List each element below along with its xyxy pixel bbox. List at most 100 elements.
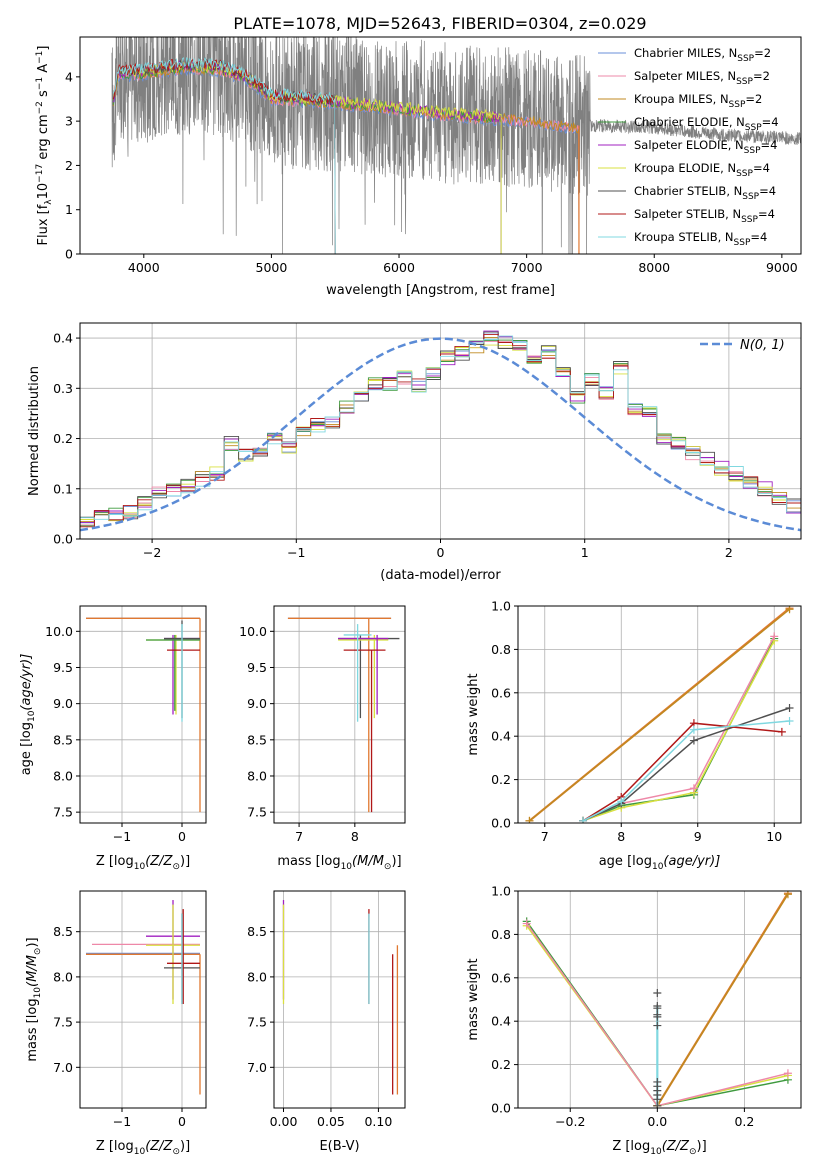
label-part: Salpeter STELIB, N <box>634 207 741 221</box>
label-part: ⊙ <box>172 1147 180 1157</box>
legend-entry: Chabrier MILES, NSSP=2 <box>634 46 771 64</box>
axes-frame <box>273 605 406 824</box>
y-tick-label: 7.0 <box>53 1060 73 1075</box>
label-part: =4 <box>750 230 767 244</box>
label-part: )] <box>391 854 401 869</box>
label-part: 10 <box>27 710 37 722</box>
x-axis-label: wavelength [Angstrom, rest frame] <box>326 283 555 298</box>
label-part: (Z/Z <box>145 1139 173 1154</box>
y-tick-label: 0.0 <box>491 1101 511 1116</box>
y-tick-label: 0 <box>65 247 73 262</box>
label-part: 10 <box>134 1147 146 1157</box>
histograms <box>80 330 801 532</box>
label-part: SSP <box>742 192 759 202</box>
label-part: SSP <box>736 169 753 179</box>
label-part: SSP <box>741 215 758 225</box>
y-tick-label: 8.5 <box>53 924 73 939</box>
x-tick-label: 7 <box>295 829 303 844</box>
y-tick-label: 0.3 <box>53 381 73 396</box>
y-tick-label: 10.0 <box>45 624 73 639</box>
label-part: =2 <box>754 46 771 60</box>
weight-series <box>582 707 790 822</box>
y-tick-label: 8.0 <box>247 969 267 984</box>
x-tick-label: 8 <box>617 829 625 844</box>
label-part: =2 <box>745 92 762 106</box>
label-part: ⊙ <box>172 862 180 872</box>
model-spectrum <box>112 56 336 254</box>
weight-series <box>582 640 775 822</box>
label-part: SSP <box>744 146 761 156</box>
label-part: =4 <box>753 161 770 175</box>
label-part: (age/yr)] <box>663 854 720 869</box>
label-part: =4 <box>759 184 776 198</box>
data-point <box>653 1077 662 1086</box>
label-part: A <box>36 64 51 77</box>
y-tick-label: 7.5 <box>247 1015 267 1030</box>
data-point <box>777 727 786 736</box>
y-axis-label: mass weight <box>466 673 481 755</box>
label-part: 10 <box>652 862 664 872</box>
y-axis-label: mass weight <box>466 958 481 1040</box>
y-tick-label: 7.5 <box>53 1015 73 1030</box>
y-tick-label: 0.6 <box>491 685 511 700</box>
weight-lines <box>522 891 792 1108</box>
x-tick-label: −0.2 <box>555 1114 585 1129</box>
label-part: s <box>36 90 51 101</box>
data-point <box>783 1069 792 1078</box>
residuals-panel: −2 −1 0 1 2 0.0 0.1 0.2 0.3 0.4 (data-model)/error… <box>27 322 802 583</box>
age-vs-Z-panel: −1 07.58.08.59.09.510.0Z [log10(Z/Z⊙)]age… <box>19 605 207 872</box>
data-point <box>617 797 626 806</box>
x-tick-label: 0.00 <box>270 1114 298 1129</box>
label-part: −1 <box>35 51 45 64</box>
axes-frame <box>79 605 207 824</box>
y-tick-label: 9.5 <box>247 660 267 675</box>
x-axis-label: mass [log10(M/M⊙)] <box>277 854 401 872</box>
y-tick-label: 8.0 <box>53 969 73 984</box>
y-tick-label: 8.5 <box>247 732 267 747</box>
y-tick-label: 8.5 <box>53 732 73 747</box>
legend-entry: Salpeter STELIB, NSSP=4 <box>634 207 775 225</box>
x-tick-label: 0.05 <box>317 1114 345 1129</box>
label-part: (age/yr)] <box>19 654 34 711</box>
y-tick-label: 8.0 <box>53 768 73 783</box>
label-part: age [log <box>599 854 652 869</box>
data-point <box>653 1002 662 1011</box>
y-tick-label: 4 <box>65 69 73 84</box>
x-tick-label: 0 <box>178 1114 186 1129</box>
label-part: mass [log <box>25 998 40 1061</box>
x-tick-label: 9 <box>694 829 702 844</box>
label-part: Z [log <box>612 1139 650 1154</box>
weight-series <box>656 893 789 1107</box>
weight-series <box>582 720 790 822</box>
label-part: Chabrier ELODIE, N <box>634 115 745 129</box>
x-tick-label: 8 <box>351 829 359 844</box>
x-axis-label: (data-model)/error <box>380 568 501 583</box>
label-part: Salpeter MILES, N <box>634 69 736 83</box>
data-point <box>785 703 794 712</box>
label-part: Kroupa MILES, N <box>634 92 729 106</box>
legend-entry: Kroupa ELODIE, NSSP=4 <box>634 161 770 179</box>
label-part: Flux [f <box>36 204 51 245</box>
y-tick-label: 7.0 <box>247 1060 267 1075</box>
error-bars <box>86 900 201 1095</box>
label-part: SSP <box>734 238 751 248</box>
label-part: ⊙ <box>689 1147 697 1157</box>
legend-entry: Salpeter MILES, NSSP=2 <box>634 69 770 87</box>
y-tick-label: 0.2 <box>491 1057 511 1072</box>
axes-frame <box>517 605 802 824</box>
data-point <box>653 1021 662 1030</box>
label-part: (M/M <box>25 955 40 987</box>
x-tick-label: −2 <box>143 545 161 560</box>
label-part: =2 <box>753 69 770 83</box>
label-part: (Z/Z <box>145 854 173 869</box>
x-axis-label: Z [log10(Z/Z⊙)] <box>96 1139 190 1157</box>
data-point <box>525 816 534 823</box>
data-point <box>689 736 698 745</box>
label-part: mass [log <box>277 854 340 869</box>
label-part: (Z/Z <box>662 1139 690 1154</box>
label-part: Kroupa STELIB, N <box>634 230 734 244</box>
label-part: −17 <box>35 164 45 183</box>
spectrum-lines <box>111 37 801 254</box>
normal-curve <box>80 337 801 532</box>
y-axis-label: mass [log10(M/M⊙)] <box>25 937 43 1061</box>
